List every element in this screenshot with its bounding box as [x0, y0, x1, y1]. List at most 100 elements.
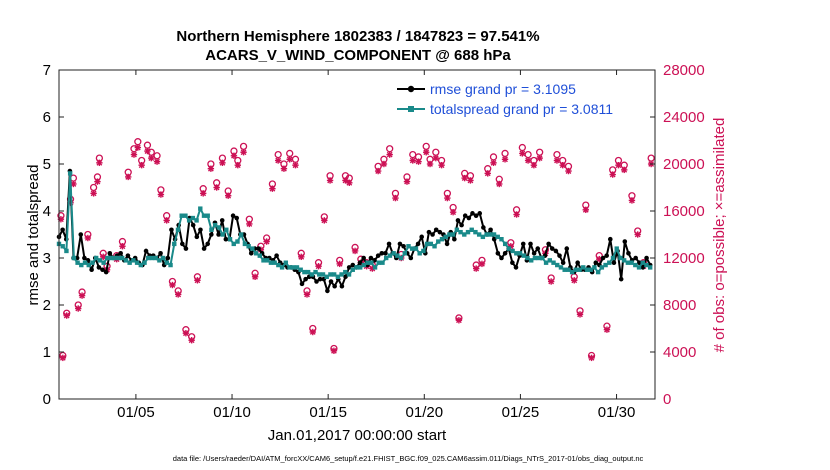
- rmse-point: [433, 227, 439, 233]
- obs-assimilated-point: [188, 337, 195, 344]
- rmse-point: [560, 260, 566, 266]
- spread-point: [127, 260, 132, 265]
- spread-point: [276, 262, 281, 268]
- spread-point: [320, 272, 326, 277]
- obs-assimilated-point: [280, 165, 288, 172]
- obs-assimilated-point: [553, 157, 561, 164]
- obs-assimilated-point: [621, 166, 628, 174]
- spread-point: [588, 267, 593, 272]
- spread-point: [562, 267, 567, 272]
- obs-assimilated-point: [153, 158, 161, 165]
- spread-point: [105, 255, 110, 261]
- spread-point: [294, 265, 300, 270]
- spread-point: [369, 260, 374, 265]
- rmse-point: [626, 251, 631, 256]
- rmse-point: [535, 246, 541, 251]
- obs-assimilated-point: [392, 194, 399, 202]
- y-right-tick-label: 12000: [663, 250, 705, 267]
- obs-assimilated-point: [298, 253, 305, 261]
- spread-point: [298, 267, 303, 272]
- obs-assimilated-point: [286, 156, 293, 163]
- plot-frame: [58, 69, 656, 400]
- spread-point: [309, 272, 315, 277]
- spread-point: [97, 258, 103, 263]
- spread-point: [443, 234, 448, 240]
- spread-point: [384, 255, 389, 261]
- obs-assimilated-point: [75, 305, 82, 312]
- spread-point: [506, 246, 512, 251]
- spread-point: [610, 255, 616, 261]
- rmse-point: [82, 255, 87, 261]
- spread-point: [629, 260, 634, 265]
- obs-assimilated-point: [374, 167, 382, 175]
- obs-assimilated-point: [330, 347, 338, 355]
- obs-assimilated-point: [426, 160, 434, 168]
- spread-point: [142, 260, 147, 265]
- obs-assimilated-point: [78, 292, 86, 299]
- spread-point: [395, 253, 400, 258]
- spread-point: [551, 260, 556, 265]
- obs-assimilated-point: [565, 167, 572, 175]
- spread-point: [536, 255, 541, 261]
- rmse-point: [633, 255, 638, 261]
- spread-point: [625, 260, 631, 265]
- spread-point: [618, 255, 623, 261]
- spread-point: [283, 260, 289, 265]
- spread-point: [305, 269, 311, 275]
- rmse-point: [426, 229, 432, 235]
- obs-assimilated-point: [380, 160, 388, 168]
- obs-assimilated-point: [582, 206, 589, 214]
- obs-assimilated-point: [547, 278, 555, 285]
- spread-point: [71, 255, 77, 261]
- spread-point: [391, 251, 396, 256]
- spread-point: [469, 227, 474, 232]
- rmse-point: [100, 267, 105, 273]
- rmse-point: [379, 251, 385, 256]
- obs-assimilated-point: [490, 159, 497, 167]
- spread-point: [138, 262, 144, 268]
- chart-title-line1: Northern Hemisphere 1802383 / 1847823 = …: [176, 28, 539, 45]
- spread-point: [86, 262, 91, 268]
- spread-point: [64, 248, 69, 254]
- obs-assimilated-point: [269, 185, 276, 192]
- spread-point: [257, 253, 262, 258]
- rmse-point: [462, 213, 468, 218]
- spread-point: [164, 260, 170, 265]
- spread-point: [101, 260, 106, 265]
- rmse-point: [622, 239, 628, 244]
- obs-assimilated-point: [519, 150, 526, 157]
- obs-assimilated-point: [130, 151, 138, 158]
- spread-point: [287, 265, 292, 270]
- x-tick-label: 01/20: [406, 404, 444, 421]
- spread-point: [272, 260, 277, 265]
- obs-assimilated-point: [309, 328, 316, 336]
- obs-assimilated-point: [219, 159, 226, 167]
- obs-assimilated-point: [125, 173, 132, 181]
- chart-title-line2: ACARS_V_WIND_COMPONENT @ 688 hPa: [205, 47, 511, 64]
- obs-assimilated-point: [501, 156, 509, 163]
- x-tick-label: 01/10: [213, 404, 251, 421]
- obs-assimilated-point: [234, 161, 241, 169]
- spread-point: [261, 258, 266, 263]
- rmse-point: [198, 227, 203, 233]
- rmse-point: [520, 241, 526, 247]
- spread-point: [235, 239, 240, 244]
- spread-point: [93, 255, 99, 261]
- rmse-point: [466, 215, 472, 221]
- spread-point: [614, 246, 619, 251]
- spread-point: [194, 218, 199, 223]
- legend-spread-marker: [408, 106, 414, 112]
- rmse-point: [89, 267, 94, 273]
- spread-point: [569, 269, 575, 275]
- obs-assimilated-point: [403, 178, 411, 185]
- obs-assimilated-point: [423, 149, 430, 156]
- obs-assimilated-point: [415, 158, 422, 165]
- spread-point: [279, 265, 285, 270]
- spread-point: [584, 267, 590, 272]
- y-axis-right-label: # of obs: o=possible; ×=assimilated: [711, 118, 728, 353]
- obs-assimilated-point: [148, 154, 155, 162]
- y-right-tick-label: 0: [663, 391, 671, 408]
- y-left-tick-label: 0: [43, 391, 51, 408]
- rmse-point: [604, 253, 609, 258]
- spread-point: [480, 234, 486, 240]
